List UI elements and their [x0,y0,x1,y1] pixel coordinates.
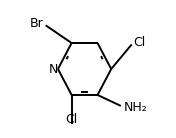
Text: Br: Br [30,17,43,30]
Text: N: N [49,63,58,75]
Text: NH₂: NH₂ [123,101,147,114]
Text: Cl: Cl [65,113,78,126]
Text: Cl: Cl [133,36,146,49]
